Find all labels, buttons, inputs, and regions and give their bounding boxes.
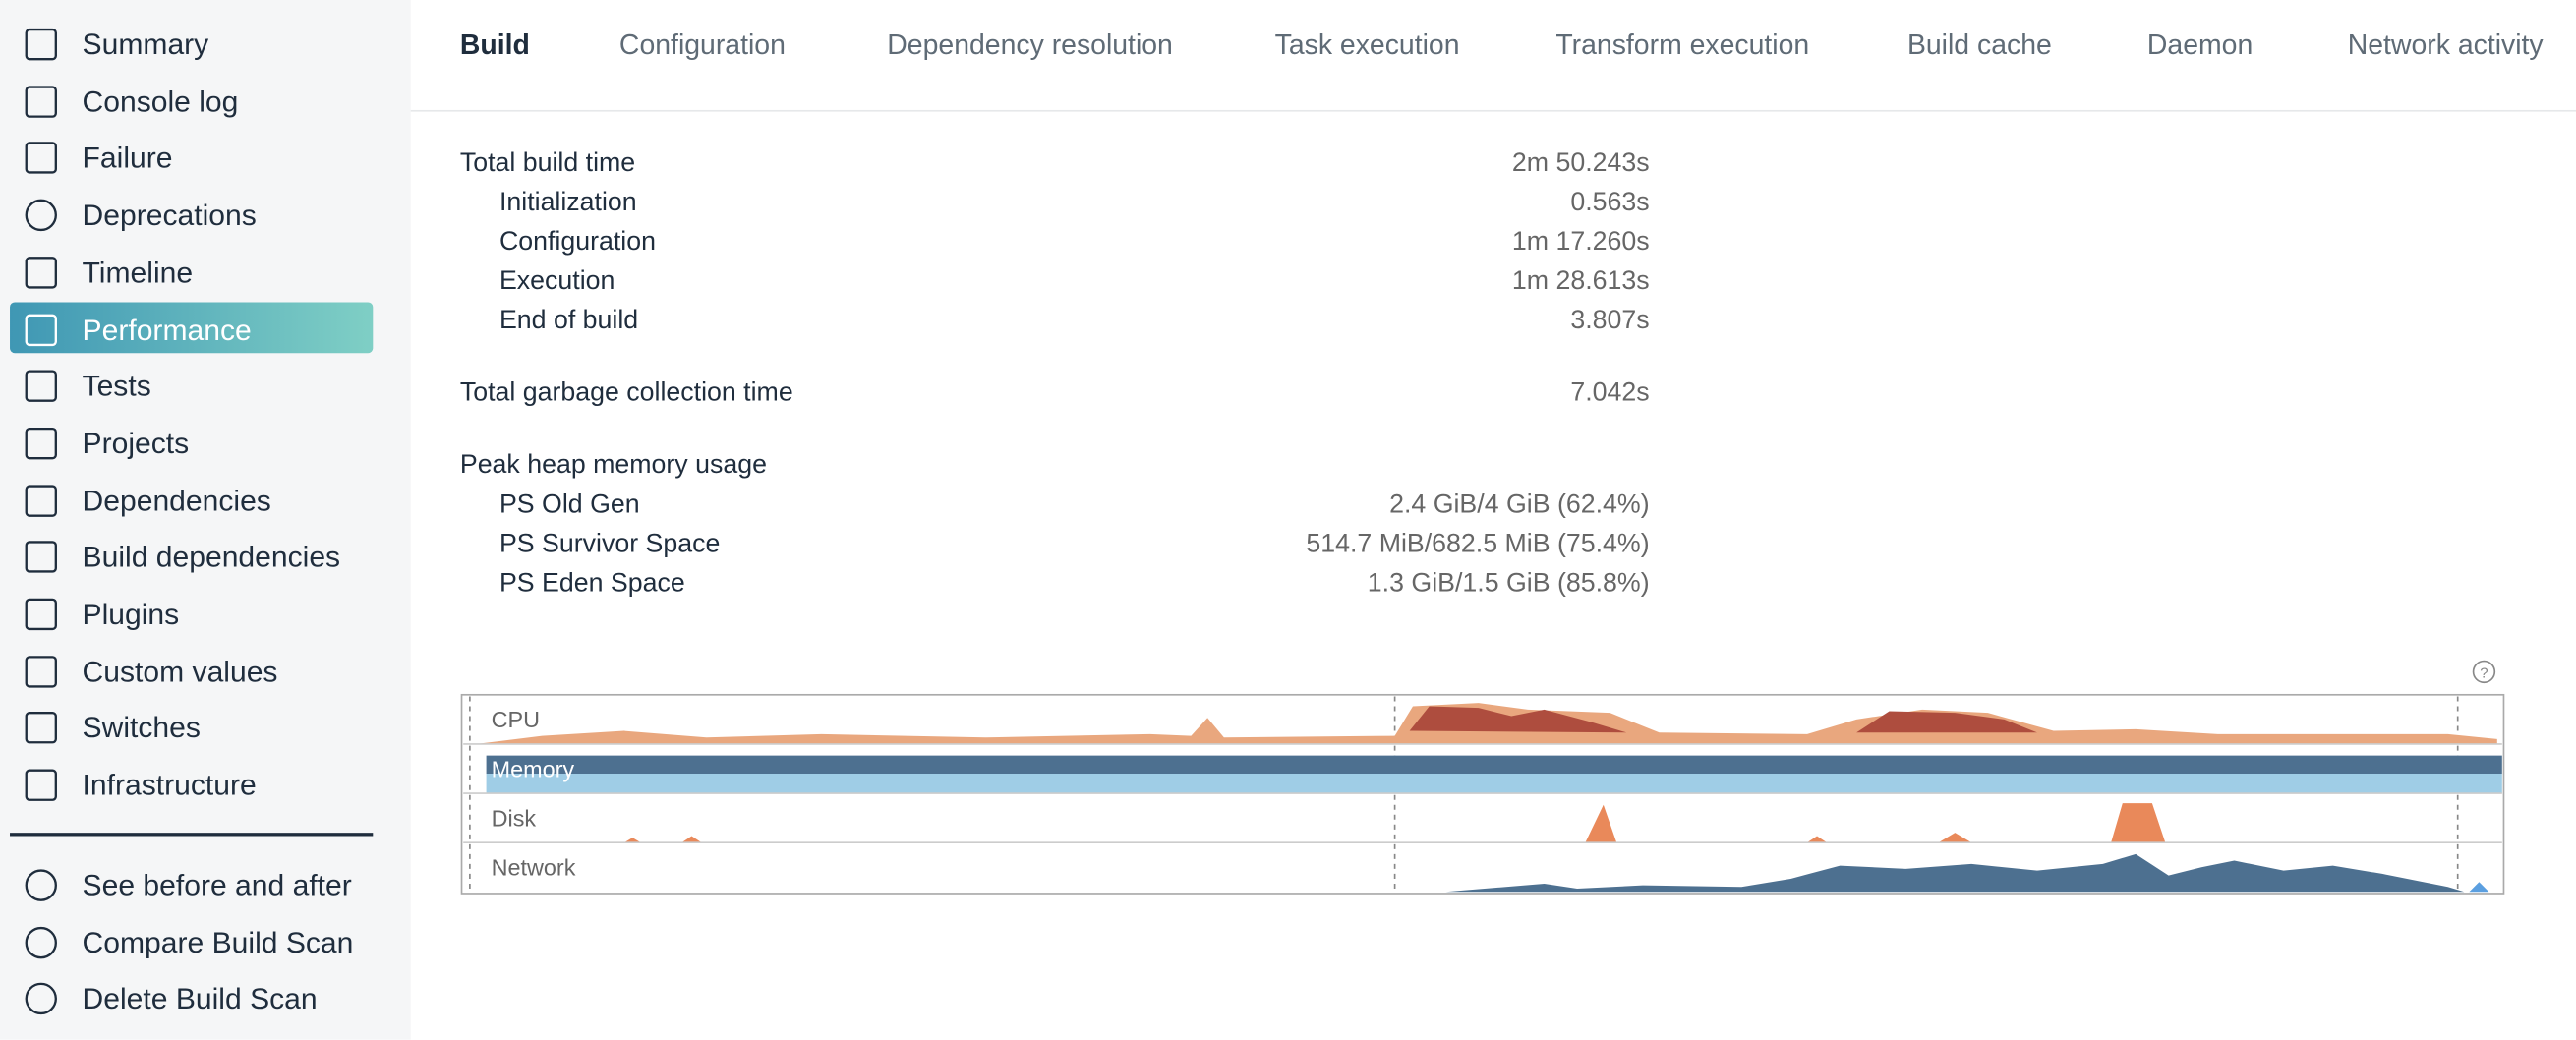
metric-value: 2m 50.243s <box>1511 149 1650 178</box>
tab[interactable]: Configuration <box>618 29 786 61</box>
icon <box>25 655 57 688</box>
metric-label: Total garbage collection time <box>459 378 793 408</box>
active-highlight <box>10 302 374 354</box>
nav-item[interactable]: Dependencies <box>82 484 271 517</box>
metric-value: 2.4 GiB/4 GiB (62.4%) <box>1389 491 1650 520</box>
metric-label: Execution <box>498 267 615 296</box>
metric-value: 514.7 MiB/682.5 MiB (75.4%) <box>1306 530 1650 559</box>
action-item[interactable]: Delete Build Scan <box>82 982 318 1016</box>
tab[interactable]: Network activity <box>2347 29 2544 61</box>
icon <box>25 28 57 61</box>
divider <box>10 833 374 837</box>
icon <box>25 85 57 118</box>
network-area <box>2469 882 2489 893</box>
metric-label: PS Survivor Space <box>498 530 721 559</box>
metric-value: 1m 17.260s <box>1511 228 1650 257</box>
nav-item[interactable]: Custom values <box>82 655 278 688</box>
metric-label: Configuration <box>498 228 656 257</box>
tab[interactable]: Daemon <box>2146 29 2254 61</box>
metric-value: 0.563s <box>1570 189 1650 217</box>
tab[interactable]: Task execution <box>1274 29 1460 61</box>
network-area <box>1445 853 2465 893</box>
cpu-area-peak <box>1409 706 2037 733</box>
nav-item[interactable]: Plugins <box>82 598 180 631</box>
metric-value: 3.807s <box>1570 307 1650 335</box>
icon <box>25 484 57 517</box>
icon <box>25 541 57 574</box>
icon <box>25 199 57 232</box>
nav-item[interactable]: Deprecations <box>82 199 257 232</box>
lane-label: CPU <box>491 706 541 733</box>
nav-item[interactable]: Summary <box>82 28 209 61</box>
action-item[interactable]: Compare Build Scan <box>82 925 354 959</box>
icon <box>25 926 57 958</box>
nav-item[interactable]: Timeline <box>82 256 194 289</box>
memory-band <box>486 755 2502 775</box>
metric-label: End of build <box>498 307 639 335</box>
metric-value: 1.3 GiB/1.5 GiB (85.8%) <box>1367 569 1650 599</box>
metric-label: PS Eden Space <box>498 569 685 599</box>
nav-item[interactable]: Performance <box>82 313 252 346</box>
tab[interactable]: Build <box>459 29 530 61</box>
lane-label: Disk <box>491 804 537 832</box>
lane-label: Network <box>491 853 576 881</box>
tab-border <box>410 109 2576 112</box>
metric-label: PS Old Gen <box>498 491 640 520</box>
icon <box>25 427 57 460</box>
metric-label: Total build time <box>459 149 636 178</box>
memory-band <box>486 774 2502 794</box>
icon <box>25 313 57 346</box>
icon <box>25 598 57 631</box>
nav-item[interactable]: Infrastructure <box>82 769 257 802</box>
nav-item[interactable]: Console log <box>82 85 239 118</box>
help-mark: ? <box>2480 664 2488 681</box>
nav-item[interactable]: Failure <box>82 142 173 175</box>
nav-item[interactable]: Switches <box>82 712 201 745</box>
nav-item[interactable]: Build dependencies <box>82 541 341 574</box>
metric-value: 7.042s <box>1570 378 1650 408</box>
metric-label: Initialization <box>498 189 637 217</box>
icon <box>25 142 57 175</box>
action-item[interactable]: See before and after <box>82 868 352 902</box>
icon <box>25 256 57 289</box>
sidebar <box>0 0 411 1040</box>
help-icon[interactable] <box>2472 660 2496 684</box>
icon <box>25 869 57 901</box>
metric-label: Peak heap memory usage <box>459 451 767 480</box>
tab[interactable]: Dependency resolution <box>887 29 1173 61</box>
metric-value: 1m 28.613s <box>1511 267 1650 296</box>
icon <box>25 370 57 403</box>
nav-item[interactable]: Projects <box>82 427 190 460</box>
icon <box>25 712 57 745</box>
icon <box>25 983 57 1015</box>
icon <box>25 769 57 802</box>
tab[interactable]: Build cache <box>1906 29 2052 61</box>
nav-item[interactable]: Tests <box>82 370 151 403</box>
tab[interactable]: Transform execution <box>1555 29 1810 61</box>
lane-label: Memory <box>491 755 575 782</box>
